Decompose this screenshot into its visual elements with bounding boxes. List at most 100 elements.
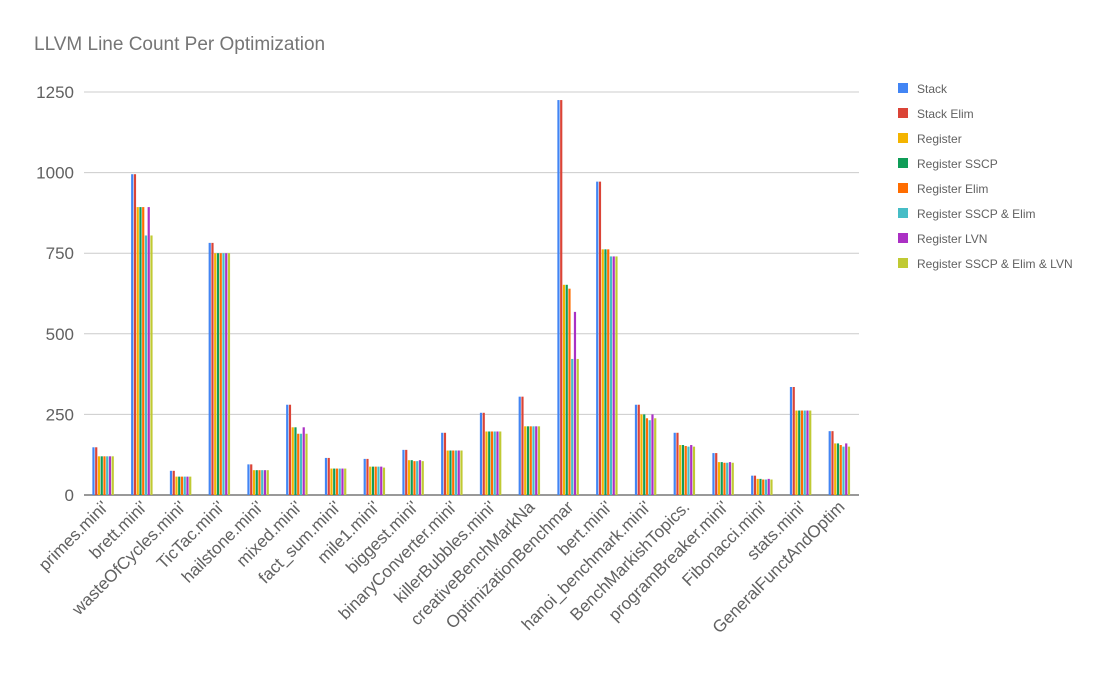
bar — [518, 396, 521, 495]
bar — [488, 431, 491, 495]
bar — [767, 478, 770, 495]
bar — [571, 358, 574, 495]
bar-group — [131, 174, 153, 495]
bar — [679, 445, 682, 495]
bar — [493, 431, 496, 495]
bar — [449, 450, 452, 495]
bar — [250, 464, 253, 495]
bar — [97, 456, 101, 495]
bar — [809, 410, 812, 495]
bar — [457, 450, 460, 495]
bar — [183, 476, 186, 495]
legend-item[interactable]: Stack Elim — [898, 107, 974, 121]
bar — [216, 253, 220, 495]
bar — [482, 412, 485, 495]
bar-group — [363, 458, 386, 495]
legend-swatch — [898, 233, 908, 243]
gridlines — [84, 91, 859, 496]
bar — [335, 468, 339, 495]
bar-group — [557, 100, 579, 495]
bar — [297, 433, 300, 495]
bar — [654, 418, 657, 495]
bar — [576, 358, 579, 495]
bar — [764, 479, 768, 495]
bar — [305, 433, 308, 495]
bar-group — [518, 396, 541, 495]
bar — [770, 479, 773, 495]
bar — [186, 476, 189, 495]
bar-group — [673, 432, 696, 495]
bar — [111, 456, 114, 495]
bar — [95, 447, 98, 495]
bar — [371, 466, 375, 495]
bar — [211, 242, 214, 495]
bar-group — [596, 181, 618, 495]
bar — [441, 432, 444, 495]
bar — [108, 456, 112, 495]
legend-item[interactable]: Register — [898, 132, 962, 146]
bar — [92, 447, 95, 495]
legend-label: Stack Elim — [917, 107, 974, 121]
bar — [560, 100, 563, 495]
bar — [731, 462, 734, 495]
y-axis-ticks: 0 250 500 750 1000 1250 — [36, 83, 74, 505]
bar — [609, 256, 613, 495]
bar — [180, 476, 184, 495]
bar — [142, 207, 145, 495]
bar — [496, 431, 499, 495]
legend-item[interactable]: Register SSCP & Elim — [898, 207, 1035, 221]
bar — [839, 445, 842, 495]
legend-item[interactable]: Register SSCP & Elim & LVN — [898, 257, 1073, 271]
bar — [792, 386, 795, 495]
bar — [144, 235, 148, 495]
bar — [189, 476, 192, 495]
bar — [418, 460, 422, 495]
bar — [330, 468, 333, 495]
bar — [219, 253, 222, 495]
bar — [169, 470, 173, 495]
bar — [333, 468, 336, 495]
bar — [562, 284, 566, 495]
chart-title: LLVM Line Count Per Optimization — [34, 34, 326, 55]
bar-group — [92, 447, 114, 495]
bar — [715, 453, 718, 495]
bar — [490, 431, 494, 495]
bar — [692, 446, 696, 495]
bar — [596, 181, 599, 495]
bar — [266, 470, 269, 495]
bar — [834, 443, 837, 495]
bar — [443, 432, 447, 495]
legend-item[interactable]: Register Elim — [898, 182, 988, 196]
bar — [529, 426, 532, 495]
bar — [261, 470, 264, 495]
bar — [756, 478, 759, 495]
legend-swatch — [898, 183, 908, 193]
bar — [421, 461, 424, 495]
bar — [136, 207, 139, 495]
y-tick-label: 750 — [46, 244, 74, 263]
bar — [828, 431, 831, 495]
legend-item[interactable]: Register SSCP — [898, 157, 998, 171]
y-tick-label: 0 — [65, 486, 74, 505]
bar — [147, 207, 150, 495]
legend-swatch — [898, 258, 908, 268]
bar-group — [751, 475, 773, 495]
bar — [150, 235, 153, 495]
bar — [526, 426, 530, 495]
bar — [377, 466, 380, 495]
bar-group — [634, 404, 657, 495]
bar — [676, 432, 679, 495]
legend-item[interactable]: Register LVN — [898, 232, 987, 246]
legend-item[interactable]: Stack — [898, 82, 948, 96]
bar — [100, 456, 103, 495]
bar — [225, 253, 228, 495]
bar — [598, 181, 602, 495]
bar — [521, 396, 524, 495]
legend[interactable]: Stack Stack Elim Register Register SSCP Regi… — [898, 82, 1073, 271]
bar — [299, 433, 303, 495]
bar — [382, 467, 386, 495]
bar — [255, 470, 258, 495]
bar — [720, 462, 723, 495]
bar — [363, 458, 366, 495]
legend-label: Stack — [917, 82, 948, 96]
